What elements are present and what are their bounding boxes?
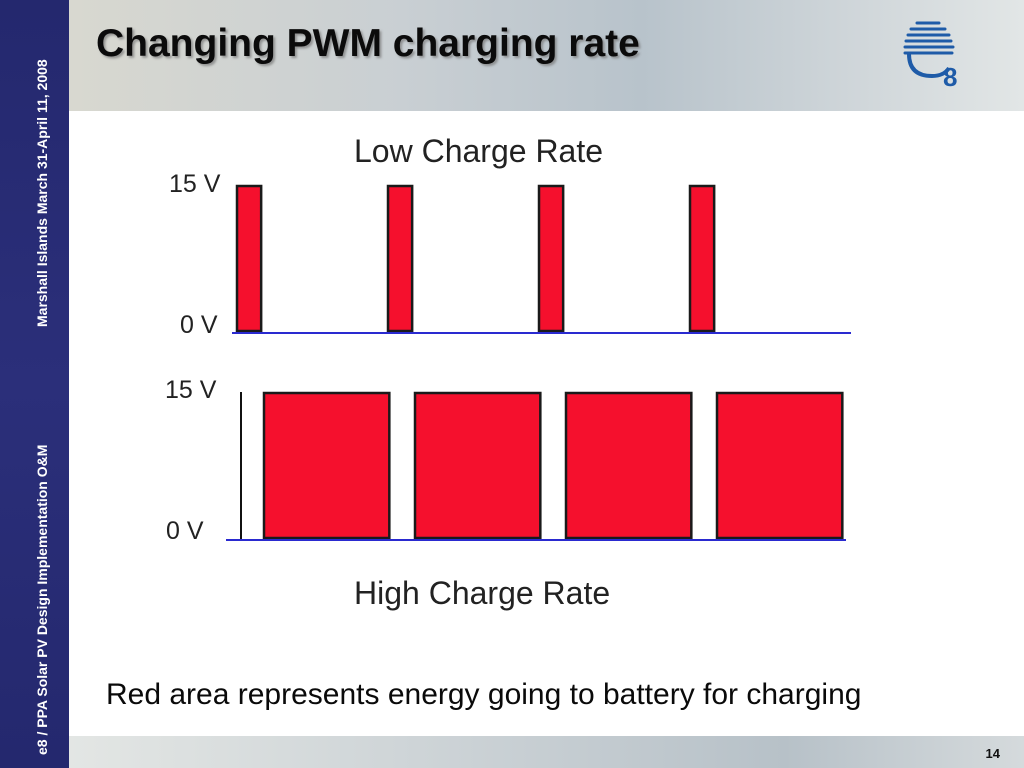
svg-text:8: 8 [943, 62, 957, 88]
high-rate-pulses [262, 391, 844, 540]
low-rate-pulse-4 [688, 184, 716, 333]
high-zero-voltage-label: 0 V [166, 517, 204, 545]
page-number: 14 [985, 746, 1000, 761]
low-rate-pulses [235, 184, 716, 333]
slide-title: Changing PWM charging rate [96, 22, 640, 65]
high-rate-title: High Charge Rate [354, 575, 610, 611]
low-zero-voltage-label: 0 V [180, 311, 218, 339]
low-high-voltage-label: 15 V [169, 170, 221, 198]
low-rate-pulse-2 [386, 184, 414, 333]
high-rate-pulse-4 [715, 391, 844, 540]
sidebar-band: Marshall Islands March 31-April 11, 2008… [0, 0, 69, 768]
high-rate-pulse-3 [564, 391, 693, 540]
header-band: Changing PWM charging rate 8 [69, 0, 1024, 111]
high-rate-pulse-1 [262, 391, 391, 540]
high-high-voltage-label: 15 V [165, 376, 217, 404]
low-rate-pulse-1 [235, 184, 263, 333]
high-rate-pulse-2 [413, 391, 542, 540]
low-rate-title: Low Charge Rate [354, 133, 603, 169]
low-rate-pulse-3 [537, 184, 565, 333]
e8-logo-icon: 8 [903, 21, 957, 88]
footer-band: 14 [69, 736, 1024, 768]
slide-caption: Red area represents energy going to batt… [106, 678, 862, 711]
